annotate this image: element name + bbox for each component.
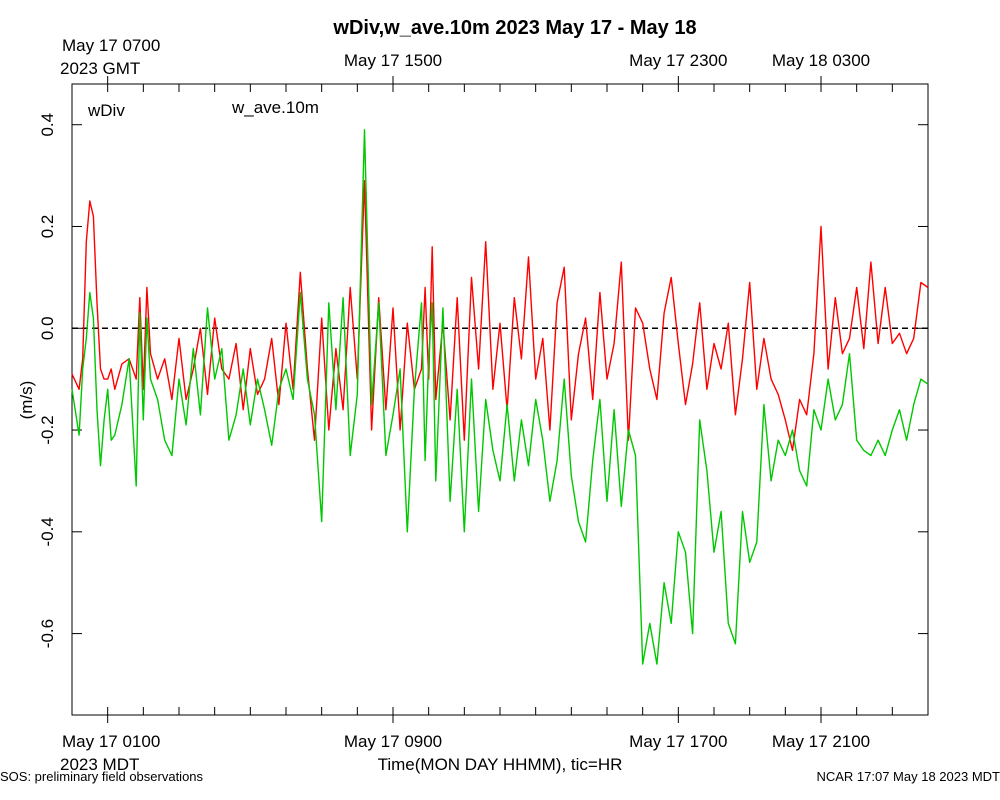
legend-wdiv: wDiv [87,101,125,120]
y-tick-label: 0.0 [38,316,57,340]
y-tick-label: 0.2 [38,215,57,239]
legend-w-ave-10m: w_ave.10m [231,98,319,117]
x-tick-label-top: May 18 0300 [772,51,870,70]
y-tick-label: -0.4 [38,517,57,546]
footer-left: SOS: preliminary field observations [0,769,204,784]
series-w-ave-10m [71,129,929,665]
chart-title: wDiv,w_ave.10m 2023 May 17 - May 18 [332,17,696,39]
x-tick-label-bottom: May 17 0900 [344,732,442,751]
x-axis-label: Time(MON DAY HHMM), tic=HR [378,755,623,774]
y-tick-label: -0.2 [38,415,57,444]
x-tick-label-bottom: May 17 2100 [772,732,870,751]
bottom-axis-first-label: May 17 0100 [62,732,160,751]
bottom-axis-timezone-label: 2023 MDT [60,755,139,774]
series-wdiv [71,179,929,452]
y-tick-label: 0.4 [38,113,57,137]
x-tick-label-bottom: May 17 1700 [629,732,727,751]
y-axis-label: (m/s) [17,381,36,420]
footer-right: NCAR 17:07 May 18 2023 MDT [816,769,1000,784]
x-tick-label-top: May 17 2300 [629,51,727,70]
top-axis-first-label: May 17 0700 [62,36,160,55]
x-tick-label-top: May 17 1500 [344,51,442,70]
axes: 0.4 0.2 0.0 -0.2 -0.4 -0.6 May 17 0900 May 17 1… [38,51,929,751]
w-ave-10m-line [71,129,929,665]
y-tick-label: -0.6 [38,619,57,648]
top-axis-timezone-label: 2023 GMT [60,59,140,78]
wdiv-line [71,179,929,452]
